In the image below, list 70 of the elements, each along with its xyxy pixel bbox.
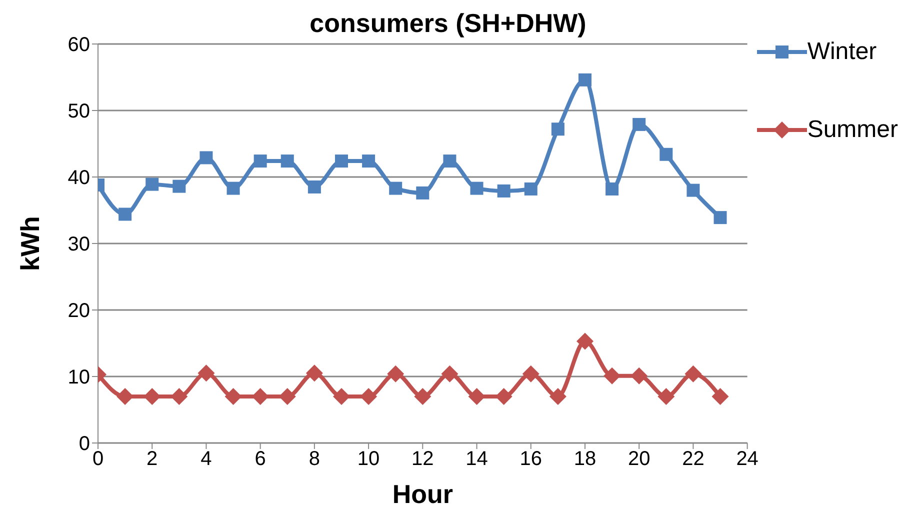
x-tick-label: 14 [466, 448, 488, 470]
point [714, 211, 727, 224]
x-tick-label: 6 [254, 448, 266, 470]
point [252, 388, 269, 405]
point [470, 182, 484, 195]
x-tick-label: 0 [92, 448, 104, 470]
point [362, 154, 376, 168]
point [522, 365, 540, 382]
x-tick-label: 2 [146, 448, 158, 470]
y-tick-label: 0 [78, 433, 90, 456]
point [630, 367, 648, 384]
point [604, 367, 621, 384]
x-tick-label: 16 [520, 448, 542, 470]
point [658, 388, 675, 405]
legend-label: Summer [807, 116, 898, 144]
point [495, 388, 512, 405]
point [414, 388, 432, 405]
point [146, 178, 159, 191]
x-tick-label: 24 [736, 448, 758, 470]
point [468, 388, 486, 405]
point [280, 154, 294, 168]
x-tick-label: 8 [308, 448, 320, 470]
point [170, 388, 188, 405]
point [200, 151, 213, 164]
y-tick-label: 40 [68, 167, 90, 190]
y-tick-label: 50 [68, 100, 90, 123]
chart-title: consumers (SH+DHW) [308, 8, 588, 39]
point [306, 364, 323, 382]
y-tick-label: 30 [68, 234, 90, 256]
point [686, 184, 700, 197]
point [144, 388, 161, 405]
point [576, 332, 594, 350]
legend-label: Winter [807, 38, 877, 66]
point [443, 154, 456, 168]
y-tick-label: 60 [68, 34, 90, 56]
x-axis-title: Hour [392, 479, 453, 509]
point [606, 182, 619, 196]
point [578, 73, 592, 86]
point [551, 122, 564, 136]
point [632, 118, 646, 131]
point [172, 180, 186, 193]
point [198, 364, 215, 382]
point [524, 182, 538, 196]
x-tick-label: 22 [682, 448, 704, 470]
point [389, 182, 402, 195]
point [441, 365, 458, 382]
point [549, 388, 566, 405]
point [118, 208, 132, 221]
point [254, 154, 267, 168]
x-tick-label: 10 [357, 448, 380, 470]
point [660, 148, 673, 161]
point [387, 365, 404, 382]
x-tick-label: 12 [412, 448, 434, 470]
y-tick-label: 10 [68, 366, 90, 389]
point [308, 180, 321, 194]
point [334, 154, 348, 168]
point [278, 388, 296, 405]
point [416, 186, 430, 200]
y-tick-label: 20 [68, 300, 90, 322]
x-tick-label: 20 [628, 448, 650, 470]
point [224, 388, 242, 405]
point [360, 388, 378, 405]
point [684, 365, 702, 382]
point [497, 184, 510, 198]
point [712, 388, 729, 405]
y-axis-title: kWh [15, 216, 46, 271]
point [226, 182, 240, 195]
point [332, 388, 350, 405]
x-tick-label: 4 [200, 448, 212, 470]
x-tick-label: 18 [574, 448, 596, 470]
